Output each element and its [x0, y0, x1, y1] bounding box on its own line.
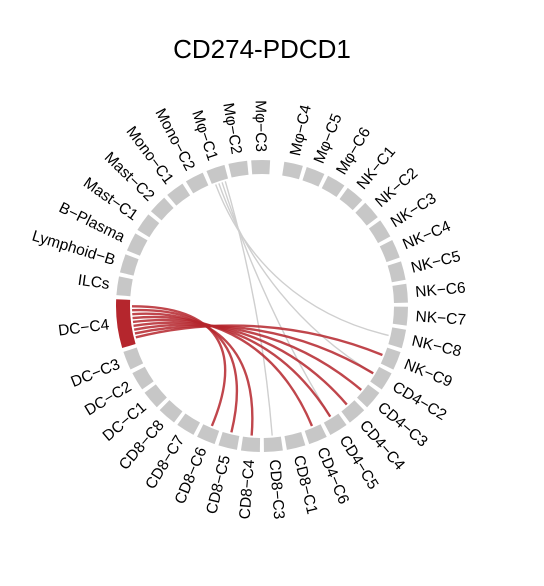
sector-nk-c3: [368, 220, 391, 244]
sector-cd8-c8: [159, 400, 183, 423]
link-m-c1-to-cd4-c5: [221, 182, 331, 418]
sector-mast-c2: [150, 197, 174, 221]
sector-cd8-c6: [197, 424, 220, 445]
link-dc-c4-to-cd8-c4: [132, 312, 254, 436]
sector-dc-c2: [132, 366, 154, 390]
link-m-c1-to-cd4-c2: [218, 183, 374, 374]
sector-label-nk-c5: NK−C5: [409, 248, 462, 277]
sectors-layer: [116, 160, 408, 452]
sector-label-dc-c4: DC−C4: [57, 316, 110, 339]
sector-nk-c8: [388, 327, 407, 349]
sector-label-m-c2: Mφ−C2: [219, 102, 244, 156]
chart-title: CD274-PDCD1: [173, 34, 351, 64]
link-m-c1-to-nk-c8: [215, 184, 389, 337]
sector-label-cd8-c4: CD8−C4: [237, 458, 259, 519]
sector-lymphoid-b: [119, 254, 139, 276]
sector-cd4-c2: [370, 366, 392, 390]
sector-label-cd8-c1: CD8−C1: [290, 454, 321, 516]
sector-b-plasma: [126, 233, 148, 256]
sector-cd4-c5: [323, 413, 347, 435]
sector-m-c4: [282, 161, 303, 180]
sector-cd4-c4: [341, 400, 365, 423]
links-layer: [131, 181, 389, 436]
sector-mono-c2: [185, 172, 209, 194]
sector-m-c6: [321, 175, 345, 198]
sector-label-m-c4: Mφ−C4: [287, 103, 315, 158]
sector-label-nk-c7: NK−C7: [415, 308, 466, 328]
link-dc-c4-to-cd8-c5: [132, 309, 239, 433]
sector-nk-c7: [392, 306, 408, 326]
sector-cd8-c4: [240, 436, 261, 452]
sector-m-c1: [206, 164, 229, 184]
link-dc-c4-to-cd4-c5: [132, 318, 332, 418]
sector-label-nk-c8: NK−C8: [410, 333, 463, 361]
sector-label-cd8-c5: CD8−C5: [203, 454, 234, 516]
sector-cd8-c1: [284, 432, 306, 450]
sector-nk-c9: [380, 347, 401, 370]
sector-mono-c1: [167, 183, 191, 206]
link-dc-c4-to-cd4-c6: [132, 315, 314, 427]
sector-m-c3: [251, 160, 271, 175]
link-dc-c4-to-nk-c9: [135, 324, 383, 357]
sector-dc-c4: [116, 299, 136, 349]
sector-m-c5: [302, 167, 325, 187]
sector-dc-c1: [144, 384, 167, 408]
sector-label-nk-c6: NK−C6: [415, 280, 467, 301]
sector-label-m-c3: Mφ−C3: [252, 100, 269, 152]
sector-m-c2: [228, 160, 249, 178]
sector-cd4-c6: [304, 424, 327, 445]
sector-nk-c5: [387, 261, 406, 283]
link-dc-c4-to-cd4-c2: [134, 324, 374, 375]
sector-cd8-c5: [218, 431, 240, 450]
sector-nk-c6: [392, 283, 408, 303]
sector-nk-c1: [339, 187, 363, 211]
sector-label-ilcs: ILCs: [77, 272, 111, 293]
link-m-c1-to-cd8-c3: [224, 181, 273, 436]
link-dc-c4-to-cd8-c6: [131, 305, 227, 427]
sector-cd8-c7: [177, 413, 201, 435]
sector-nk-c2: [355, 202, 378, 226]
sector-nk-c4: [379, 240, 400, 263]
sector-dc-c3: [123, 347, 144, 370]
link-dc-c4-to-cd4-c3: [133, 323, 363, 391]
sector-mast-c1: [137, 214, 160, 238]
sector-cd4-c3: [357, 384, 380, 408]
sector-ilcs: [116, 276, 133, 297]
sector-cd8-c3: [263, 436, 283, 452]
sector-label-cd8-c3: CD8−C3: [266, 459, 288, 520]
link-dc-c4-to-cd4-c4: [133, 321, 348, 406]
